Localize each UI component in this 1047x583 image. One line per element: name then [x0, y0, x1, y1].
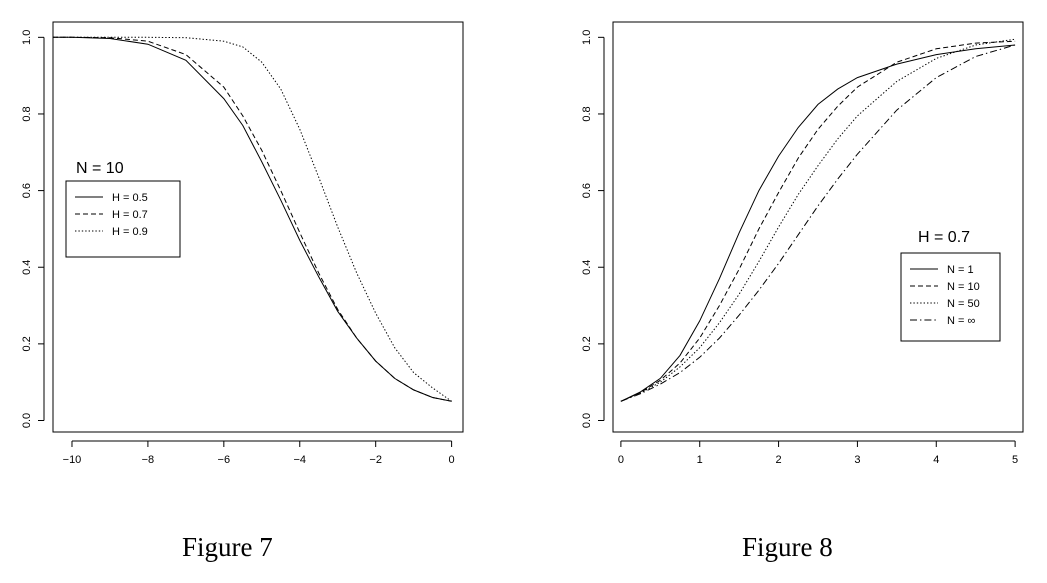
chart7-legend-label: H = 0.5: [112, 192, 148, 204]
chart8-series-line: [620, 44, 1016, 402]
chart7-y-tick-label: 0.2: [21, 336, 33, 351]
chart8-x-tick-label: 0: [618, 454, 624, 466]
chart8-series-line: [620, 44, 1016, 402]
chart7-series-line: [53, 36, 452, 402]
chart7-x-tick-label: −8: [142, 454, 155, 466]
chart8-plot-frame: [612, 21, 1024, 433]
chart8-legend-label: N = 50: [947, 298, 980, 310]
chart8-y-tick-label: 0.6: [581, 183, 593, 198]
chart8-y-tick-label: 0.2: [581, 336, 593, 351]
chart8-legend-label: N = ∞: [947, 315, 975, 327]
chart7-y-tick-label: 0.6: [21, 183, 33, 198]
chart7-y-tick-label: 0.4: [21, 260, 33, 275]
chart8-legend-label: N = 10: [947, 281, 980, 293]
chart8-y-tick-label: 1.0: [581, 30, 593, 45]
figure-8-chart: 0 1 2 3 4 5 0.0 0.2 0.4 0.6 0.8 1.0 H = 0.7 N = 1 N = …: [581, 21, 1024, 466]
chart8-x-tick-label: 1: [697, 454, 703, 466]
chart8-x-tick-label: 3: [854, 454, 860, 466]
chart7-legend-box: [65, 180, 181, 258]
chart7-x-tick-label: −6: [218, 454, 231, 466]
chart8-y-tick-label: 0.8: [581, 106, 593, 121]
chart8-legend-title: H = 0.7: [918, 229, 970, 246]
chart7-legend-title: N = 10: [76, 160, 124, 177]
chart7-y-tick-label: 0.0: [21, 413, 33, 428]
figure-7-caption: Figure 7: [182, 532, 273, 562]
chart7-plot-frame: [52, 21, 464, 433]
chart8-legend-box: [900, 252, 1001, 342]
chart7-series-group: [53, 36, 452, 402]
figure-7-chart: −10 −8 −6 −4 −2 0 0.0 0.2 0.4 0.6 0.8 1.0 N = 10 H = …: [21, 21, 464, 466]
chart8-y-tick-label: 0.0: [581, 413, 593, 428]
chart8-series-line: [620, 40, 1016, 402]
chart7-x-tick-label: −2: [369, 454, 382, 466]
chart7-legend-label: H = 0.9: [112, 226, 148, 238]
chart8-x-tick-label: 4: [933, 454, 939, 466]
chart7-series-line: [53, 36, 452, 402]
chart7-x-tick-label: −10: [63, 454, 82, 466]
chart8-x-tick-label: 2: [776, 454, 782, 466]
chart7-y-tick-label: 1.0: [21, 30, 33, 45]
chart7-y-tick-label: 0.8: [21, 106, 33, 121]
chart7-x-tick-label: 0: [449, 454, 455, 466]
chart8-x-tick-label: 5: [1012, 454, 1018, 466]
chart8-y-tick-label: 0.4: [581, 260, 593, 275]
figure-8-caption: Figure 8: [742, 532, 833, 562]
chart7-legend-label: H = 0.7: [112, 209, 148, 221]
chart8-legend-label: N = 1: [947, 264, 974, 276]
chart7-x-tick-label: −4: [293, 454, 306, 466]
chart8-series-group: [620, 38, 1016, 402]
chart8-series-line: [620, 38, 1016, 402]
